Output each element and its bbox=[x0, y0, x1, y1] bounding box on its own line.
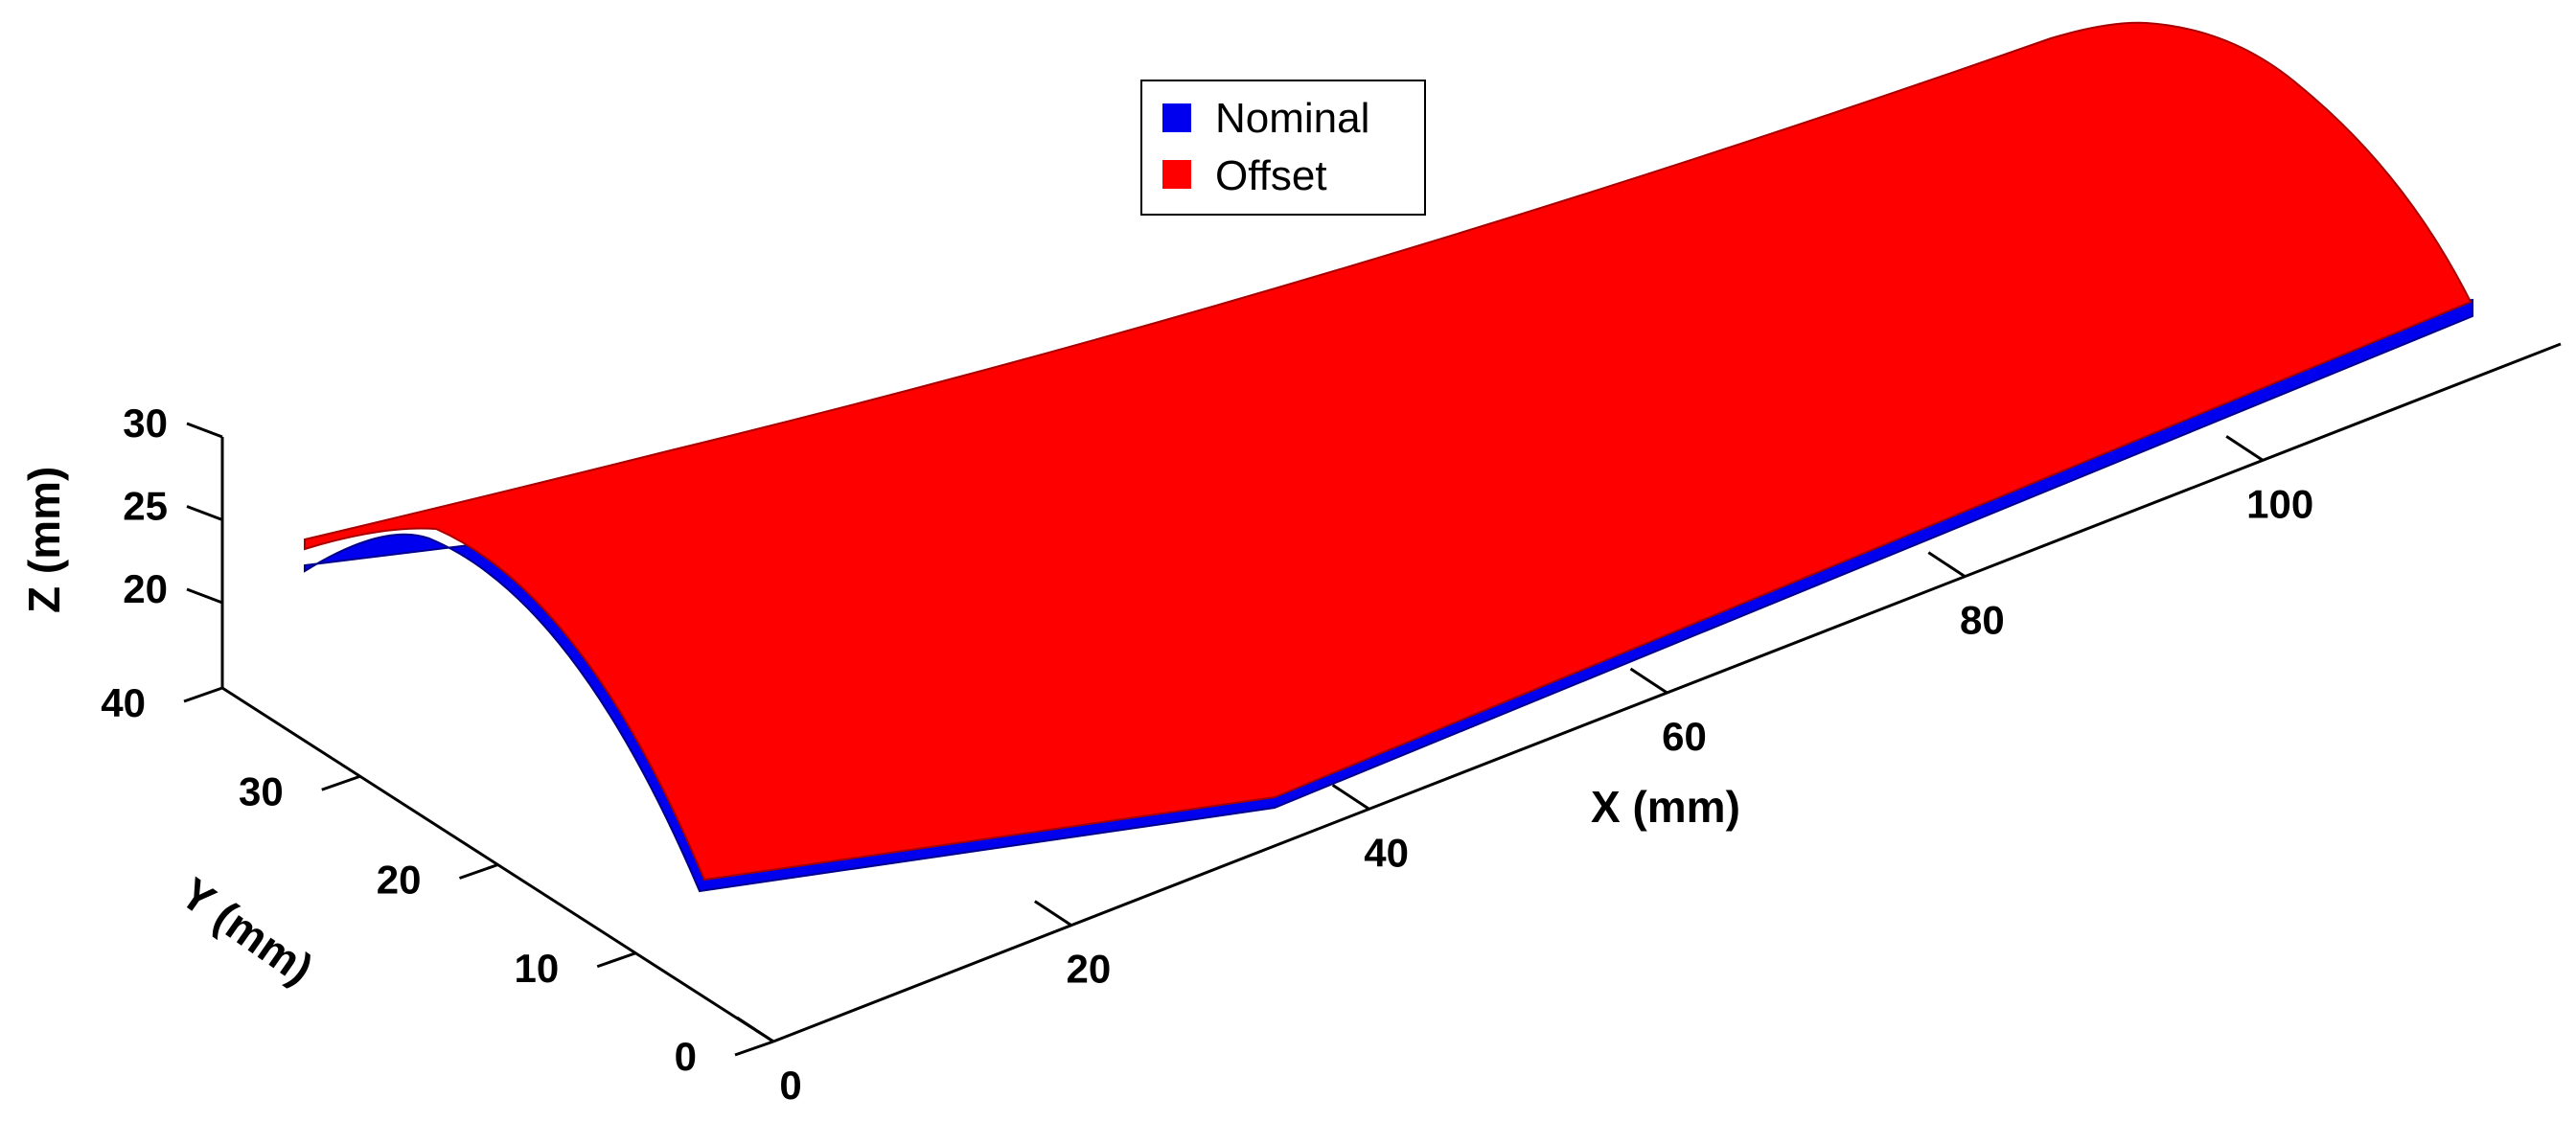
legend-label-offset: Offset bbox=[1215, 152, 1327, 199]
z-tick-label-20: 20 bbox=[123, 566, 168, 611]
y-ticks: 0 10 20 30 40 bbox=[101, 680, 774, 1079]
y-tick-mark-0 bbox=[734, 1040, 774, 1057]
x-tick-label-0: 0 bbox=[779, 1063, 801, 1108]
y-tick-mark-10 bbox=[596, 951, 636, 969]
z-tick-mark-25 bbox=[186, 505, 223, 521]
z-tick-label-25: 25 bbox=[123, 484, 168, 529]
y-tick-label-40: 40 bbox=[101, 680, 146, 725]
legend-box bbox=[1140, 80, 1426, 216]
x-tick-mark-40 bbox=[1331, 784, 1370, 811]
x-tick-label-60: 60 bbox=[1662, 714, 1707, 759]
legend-swatch-nominal bbox=[1162, 103, 1191, 132]
x-tick-mark-100 bbox=[2225, 435, 2264, 462]
y-tick-label-0: 0 bbox=[675, 1034, 697, 1079]
x-axis-label: X (mm) bbox=[1591, 782, 1740, 832]
z-tick-mark-30 bbox=[186, 422, 223, 439]
x-tick-mark-20 bbox=[1034, 900, 1072, 927]
x-tick-mark-0 bbox=[736, 1016, 774, 1043]
legend-swatch-offset bbox=[1162, 160, 1191, 189]
x-tick-mark-80 bbox=[1927, 551, 1966, 578]
y-tick-mark-40 bbox=[183, 686, 223, 703]
z-axis-label: Z (mm) bbox=[19, 467, 69, 613]
y-tick-label-30: 30 bbox=[239, 768, 284, 813]
y-tick-label-20: 20 bbox=[377, 858, 422, 903]
x-tick-mark-60 bbox=[1629, 667, 1668, 695]
y-tick-mark-20 bbox=[459, 863, 498, 880]
z-tick-label-30: 30 bbox=[123, 401, 168, 446]
y-tick-label-10: 10 bbox=[515, 946, 560, 991]
x-tick-label-100: 100 bbox=[2246, 481, 2313, 526]
x-tick-label-20: 20 bbox=[1066, 947, 1111, 992]
x-ticks: 0 20 40 60 80 100 bbox=[736, 435, 2313, 1108]
y-axis-label: Y (mm) bbox=[172, 868, 322, 995]
y-tick-mark-30 bbox=[321, 774, 361, 791]
x-tick-label-40: 40 bbox=[1364, 830, 1409, 875]
legend: Nominal Offset bbox=[1140, 80, 1426, 216]
series-offset-surface bbox=[304, 21, 2472, 882]
legend-label-nominal: Nominal bbox=[1215, 95, 1369, 142]
offset-surface bbox=[304, 21, 2472, 882]
z-tick-mark-20 bbox=[186, 587, 223, 605]
x-tick-label-80: 80 bbox=[1960, 598, 2005, 643]
z-ticks: 20 25 30 bbox=[123, 401, 223, 611]
